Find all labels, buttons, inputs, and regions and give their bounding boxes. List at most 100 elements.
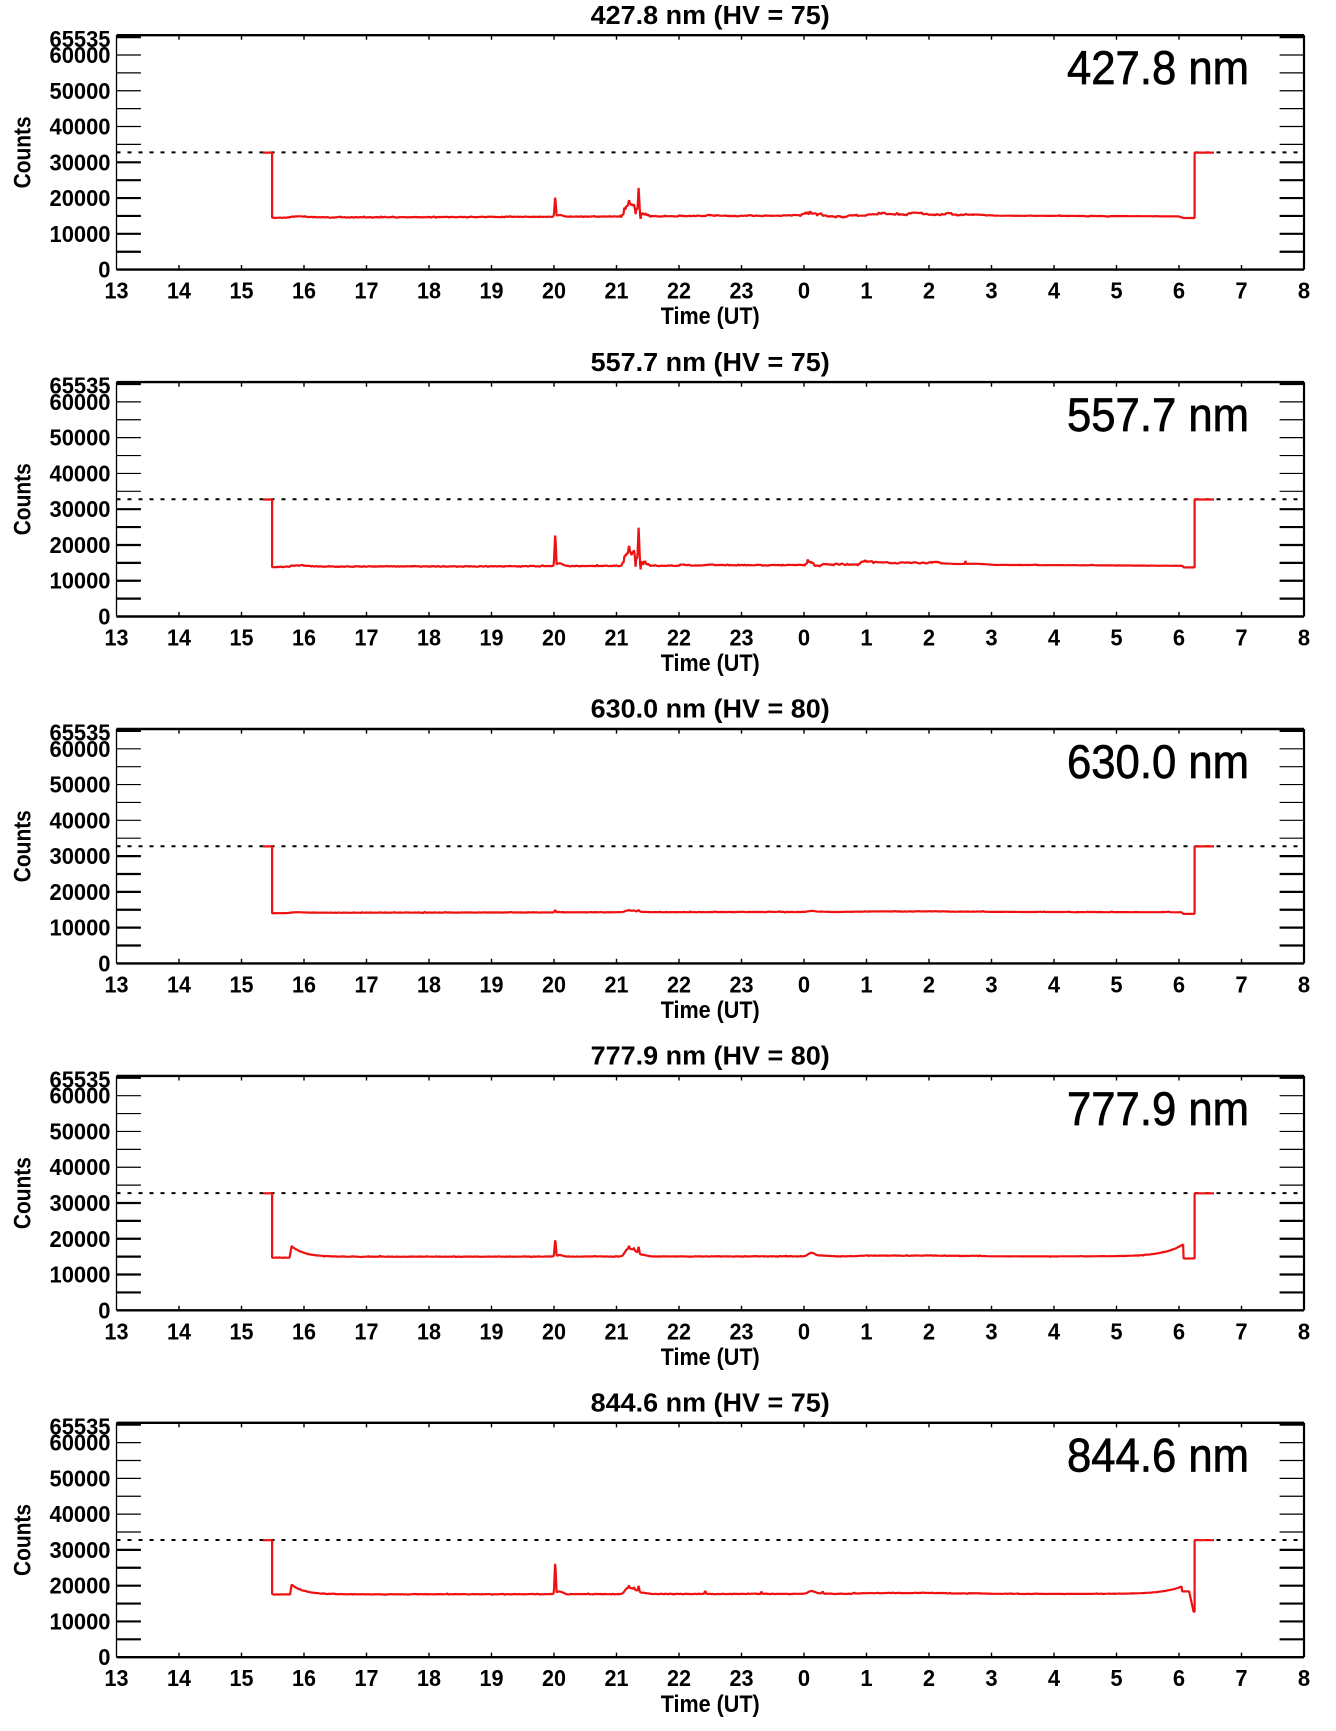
svg-text:20: 20 xyxy=(542,278,566,304)
svg-text:16: 16 xyxy=(292,625,316,651)
svg-text:2: 2 xyxy=(923,971,935,997)
svg-text:3: 3 xyxy=(985,278,997,304)
svg-text:60000: 60000 xyxy=(50,42,111,68)
svg-text:30000: 30000 xyxy=(50,1190,111,1216)
svg-text:15: 15 xyxy=(230,1665,254,1691)
svg-text:50000: 50000 xyxy=(50,772,111,798)
svg-text:22: 22 xyxy=(667,1665,691,1691)
svg-text:60000: 60000 xyxy=(50,1083,111,1109)
svg-text:3: 3 xyxy=(985,1318,997,1344)
svg-text:1: 1 xyxy=(860,971,872,997)
svg-text:18: 18 xyxy=(417,625,441,651)
svg-text:4: 4 xyxy=(1048,278,1060,304)
svg-text:10000: 10000 xyxy=(50,915,111,941)
svg-text:844.6 nm (HV = 75): 844.6 nm (HV = 75) xyxy=(591,1390,830,1418)
svg-text:23: 23 xyxy=(730,278,754,304)
svg-text:21: 21 xyxy=(605,278,629,304)
svg-text:19: 19 xyxy=(480,971,504,997)
svg-text:20000: 20000 xyxy=(50,1573,111,1599)
svg-text:557.7 nm (HV = 75): 557.7 nm (HV = 75) xyxy=(591,349,830,377)
svg-text:777.9 nm (HV = 80): 777.9 nm (HV = 80) xyxy=(591,1043,830,1071)
svg-text:427.8 nm: 427.8 nm xyxy=(1067,41,1249,94)
svg-text:5: 5 xyxy=(1110,1665,1122,1691)
svg-text:65535: 65535 xyxy=(50,373,111,399)
svg-text:17: 17 xyxy=(355,278,379,304)
svg-text:18: 18 xyxy=(417,278,441,304)
svg-text:65535: 65535 xyxy=(50,1413,111,1439)
svg-text:Time (UT): Time (UT) xyxy=(661,1691,760,1718)
svg-text:8: 8 xyxy=(1298,278,1310,304)
svg-text:40000: 40000 xyxy=(50,807,111,833)
svg-text:2: 2 xyxy=(923,278,935,304)
svg-text:65535: 65535 xyxy=(50,720,111,746)
svg-text:Time (UT): Time (UT) xyxy=(661,997,760,1024)
svg-text:17: 17 xyxy=(355,625,379,651)
svg-text:1: 1 xyxy=(860,278,872,304)
svg-text:40000: 40000 xyxy=(50,1154,111,1180)
svg-text:17: 17 xyxy=(355,971,379,997)
svg-text:40000: 40000 xyxy=(50,460,111,486)
svg-text:30000: 30000 xyxy=(50,149,111,175)
svg-text:Time (UT): Time (UT) xyxy=(661,303,760,330)
svg-text:6: 6 xyxy=(1173,1318,1185,1344)
svg-text:17: 17 xyxy=(355,1665,379,1691)
svg-text:20000: 20000 xyxy=(50,532,111,558)
svg-text:Counts: Counts xyxy=(10,1504,37,1576)
svg-text:1: 1 xyxy=(860,625,872,651)
svg-text:10000: 10000 xyxy=(50,221,111,247)
svg-text:6: 6 xyxy=(1173,1665,1185,1691)
svg-text:0: 0 xyxy=(798,1665,810,1691)
svg-text:Time (UT): Time (UT) xyxy=(661,650,760,677)
svg-text:10000: 10000 xyxy=(50,1608,111,1634)
svg-text:30000: 30000 xyxy=(50,1537,111,1563)
svg-text:19: 19 xyxy=(480,1665,504,1691)
svg-text:Time (UT): Time (UT) xyxy=(661,1344,760,1371)
svg-text:50000: 50000 xyxy=(50,425,111,451)
svg-text:5: 5 xyxy=(1110,625,1122,651)
svg-text:15: 15 xyxy=(230,278,254,304)
svg-text:4: 4 xyxy=(1048,1318,1060,1344)
svg-text:2: 2 xyxy=(923,625,935,651)
svg-text:23: 23 xyxy=(730,625,754,651)
svg-text:0: 0 xyxy=(98,257,110,283)
svg-text:14: 14 xyxy=(167,1665,191,1691)
svg-text:8: 8 xyxy=(1298,1665,1310,1691)
svg-text:7: 7 xyxy=(1235,1665,1247,1691)
svg-text:14: 14 xyxy=(167,278,191,304)
svg-text:Counts: Counts xyxy=(10,463,37,535)
svg-text:10000: 10000 xyxy=(50,568,111,594)
svg-text:60000: 60000 xyxy=(50,736,111,762)
svg-text:22: 22 xyxy=(667,971,691,997)
svg-text:60000: 60000 xyxy=(50,389,111,415)
svg-text:15: 15 xyxy=(230,971,254,997)
svg-text:630.0 nm: 630.0 nm xyxy=(1067,735,1249,788)
svg-text:50000: 50000 xyxy=(50,78,111,104)
svg-text:5: 5 xyxy=(1110,971,1122,997)
svg-text:4: 4 xyxy=(1048,625,1060,651)
svg-text:630.0 nm (HV = 80): 630.0 nm (HV = 80) xyxy=(591,696,830,724)
svg-text:844.6 nm: 844.6 nm xyxy=(1067,1429,1249,1482)
svg-text:4: 4 xyxy=(1048,1665,1060,1691)
svg-text:15: 15 xyxy=(230,625,254,651)
svg-text:557.7 nm: 557.7 nm xyxy=(1067,388,1249,441)
svg-text:23: 23 xyxy=(730,1665,754,1691)
svg-text:7: 7 xyxy=(1235,1318,1247,1344)
svg-text:777.9 nm: 777.9 nm xyxy=(1067,1082,1249,1135)
svg-text:13: 13 xyxy=(105,1665,129,1691)
svg-text:40000: 40000 xyxy=(50,1501,111,1527)
svg-text:20000: 20000 xyxy=(50,879,111,905)
svg-text:3: 3 xyxy=(985,625,997,651)
svg-text:13: 13 xyxy=(105,971,129,997)
svg-text:5: 5 xyxy=(1110,278,1122,304)
svg-text:7: 7 xyxy=(1235,971,1247,997)
svg-text:13: 13 xyxy=(105,1318,129,1344)
svg-text:16: 16 xyxy=(292,971,316,997)
svg-text:20: 20 xyxy=(542,971,566,997)
svg-text:16: 16 xyxy=(292,1665,316,1691)
svg-text:18: 18 xyxy=(417,971,441,997)
svg-text:8: 8 xyxy=(1298,1318,1310,1344)
svg-text:50000: 50000 xyxy=(50,1119,111,1145)
svg-text:14: 14 xyxy=(167,971,191,997)
svg-text:14: 14 xyxy=(167,1318,191,1344)
svg-text:0: 0 xyxy=(798,971,810,997)
